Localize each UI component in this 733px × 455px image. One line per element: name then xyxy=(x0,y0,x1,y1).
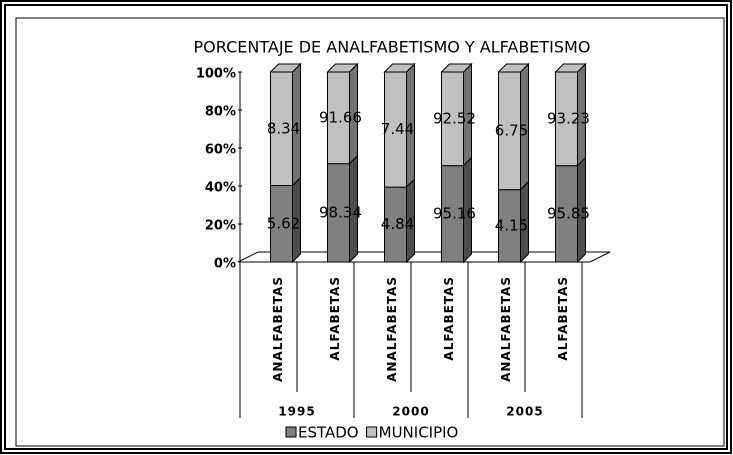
group-label: 2000 xyxy=(392,405,429,419)
bar-top xyxy=(326,63,359,73)
y-tick-label: 60% xyxy=(205,143,236,158)
bar-top xyxy=(383,63,416,73)
y-tick-label: 0% xyxy=(214,257,236,272)
x-tick-label: ANALFABETAS xyxy=(385,276,399,382)
bar-top xyxy=(269,63,302,73)
bar-segment xyxy=(440,62,473,167)
bar-segment xyxy=(441,156,472,264)
data-label: 93.23 xyxy=(547,109,590,127)
data-label: 6.75 xyxy=(495,121,528,139)
legend-swatch xyxy=(285,426,297,438)
chart-title: PORCENTAJE DE ANALFABETISMO Y ALFABETISM… xyxy=(194,38,591,57)
group-label: 2005 xyxy=(506,405,543,419)
inner-frame xyxy=(4,4,728,450)
data-label: 4.84 xyxy=(381,215,414,233)
x-tick-label: ANALFABETAS xyxy=(499,276,513,382)
data-label: 92.52 xyxy=(433,109,476,127)
data-label: 98.34 xyxy=(319,203,362,221)
group-label: 1995 xyxy=(278,405,315,419)
y-tick-label: 20% xyxy=(205,219,236,234)
bar-segment xyxy=(383,62,416,189)
bar-top xyxy=(440,63,473,73)
bar-segment xyxy=(270,176,301,264)
bar-segment xyxy=(497,62,530,191)
legend-label: MUNICIPIO xyxy=(379,424,459,442)
data-label: 91.66 xyxy=(319,108,362,126)
bar-segment xyxy=(326,62,359,165)
data-label: 95.85 xyxy=(547,204,590,222)
y-tick-label: 100% xyxy=(196,67,236,82)
data-label: 95.16 xyxy=(433,204,476,222)
legend-swatch xyxy=(366,426,378,438)
data-label: 4.15 xyxy=(495,216,528,234)
bar-segment xyxy=(327,154,358,264)
data-label: 7.44 xyxy=(381,120,414,138)
y-tick-label: 40% xyxy=(205,181,236,196)
data-label: 5.62 xyxy=(267,214,300,232)
bar-segment xyxy=(269,62,302,187)
x-tick-label: ALFABETAS xyxy=(328,276,342,361)
data-label: 8.34 xyxy=(267,119,300,137)
x-tick-label: ALFABETAS xyxy=(556,276,570,361)
bar-top xyxy=(554,63,587,73)
bar-segment xyxy=(498,180,529,264)
chart-area xyxy=(15,17,725,447)
x-tick-label: ANALFABETAS xyxy=(271,276,285,382)
bar-segment xyxy=(554,62,587,167)
bar-top xyxy=(497,63,530,73)
x-tick-label: ALFABETAS xyxy=(442,276,456,361)
y-tick-label: 80% xyxy=(205,105,236,120)
legend-label: ESTADO xyxy=(298,424,359,442)
